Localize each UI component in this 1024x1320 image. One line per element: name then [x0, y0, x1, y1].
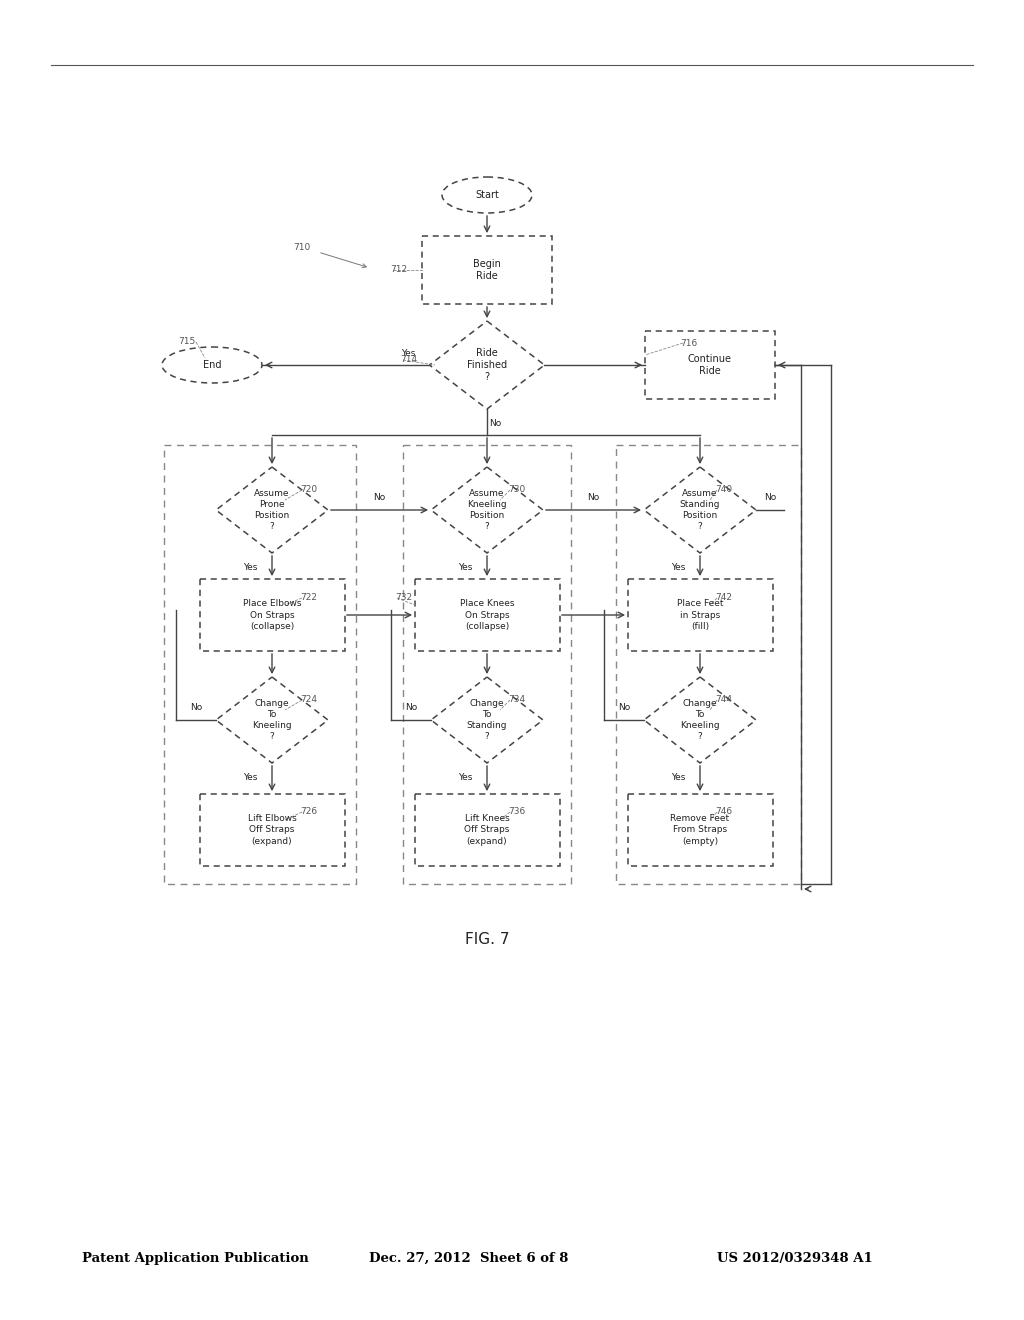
Text: FIG. 7: FIG. 7 — [465, 932, 509, 948]
Bar — [628, 795, 772, 866]
Text: Ride
Finished
?: Ride Finished ? — [467, 347, 507, 383]
Bar — [616, 445, 801, 884]
Text: No: No — [587, 494, 599, 503]
Text: 740: 740 — [715, 486, 732, 495]
Text: Patent Application Publication: Patent Application Publication — [82, 1251, 308, 1265]
Text: No: No — [488, 418, 501, 428]
Bar — [415, 579, 559, 651]
Bar — [415, 795, 559, 866]
Text: Start: Start — [475, 190, 499, 201]
Text: No: No — [764, 494, 776, 503]
Text: 742: 742 — [715, 594, 732, 602]
Text: Continue
Ride: Continue Ride — [688, 354, 732, 376]
Bar — [200, 579, 344, 651]
Bar — [164, 445, 356, 884]
Text: 722: 722 — [300, 594, 317, 602]
Text: No: No — [373, 494, 385, 503]
Text: 710: 710 — [293, 243, 310, 252]
Text: 730: 730 — [508, 486, 525, 495]
Bar — [628, 579, 772, 651]
Text: Remove Feet
From Straps
(empty): Remove Feet From Straps (empty) — [671, 814, 729, 846]
Text: Lift Elbows
Off Straps
(expand): Lift Elbows Off Straps (expand) — [248, 814, 296, 846]
Text: Assume
Standing
Position
?: Assume Standing Position ? — [680, 488, 720, 531]
Text: 734: 734 — [508, 696, 525, 705]
Text: Yes: Yes — [458, 772, 472, 781]
Text: Place Knees
On Straps
(collapse): Place Knees On Straps (collapse) — [460, 599, 514, 631]
Text: End: End — [203, 360, 221, 370]
Text: Dec. 27, 2012  Sheet 6 of 8: Dec. 27, 2012 Sheet 6 of 8 — [369, 1251, 568, 1265]
Text: Yes: Yes — [671, 562, 685, 572]
Text: 720: 720 — [300, 486, 317, 495]
Bar — [403, 445, 571, 884]
Text: Begin
Ride: Begin Ride — [473, 259, 501, 281]
Text: 746: 746 — [715, 808, 732, 817]
Text: 736: 736 — [508, 808, 525, 817]
Text: 712: 712 — [390, 265, 408, 275]
Text: Change
To
Kneeling
?: Change To Kneeling ? — [252, 698, 292, 741]
Text: 724: 724 — [300, 696, 317, 705]
Text: Place Feet
in Straps
(fill): Place Feet in Straps (fill) — [677, 599, 723, 631]
Text: Assume
Kneeling
Position
?: Assume Kneeling Position ? — [467, 488, 507, 531]
Text: Place Elbows
On Straps
(collapse): Place Elbows On Straps (collapse) — [243, 599, 301, 631]
Text: US 2012/0329348 A1: US 2012/0329348 A1 — [717, 1251, 872, 1265]
Text: Yes: Yes — [458, 562, 472, 572]
Bar — [422, 236, 552, 304]
Text: 716: 716 — [680, 338, 697, 347]
Text: 726: 726 — [300, 808, 317, 817]
Text: Yes: Yes — [671, 772, 685, 781]
Text: No: No — [404, 704, 417, 713]
Text: Lift Knees
Off Straps
(expand): Lift Knees Off Straps (expand) — [464, 814, 510, 846]
Text: Change
To
Standing
?: Change To Standing ? — [467, 698, 507, 741]
Text: Yes: Yes — [400, 348, 415, 358]
Text: Yes: Yes — [243, 772, 257, 781]
Text: 744: 744 — [715, 696, 732, 705]
Text: 714: 714 — [400, 355, 417, 364]
Text: 715: 715 — [178, 338, 195, 346]
Text: No: No — [617, 704, 630, 713]
Text: No: No — [189, 704, 202, 713]
Bar — [645, 331, 775, 399]
Text: Yes: Yes — [243, 562, 257, 572]
Text: Change
To
Kneeling
?: Change To Kneeling ? — [680, 698, 720, 741]
Bar — [200, 795, 344, 866]
Text: Assume
Prone
Position
?: Assume Prone Position ? — [254, 488, 290, 531]
Text: 732: 732 — [395, 594, 412, 602]
